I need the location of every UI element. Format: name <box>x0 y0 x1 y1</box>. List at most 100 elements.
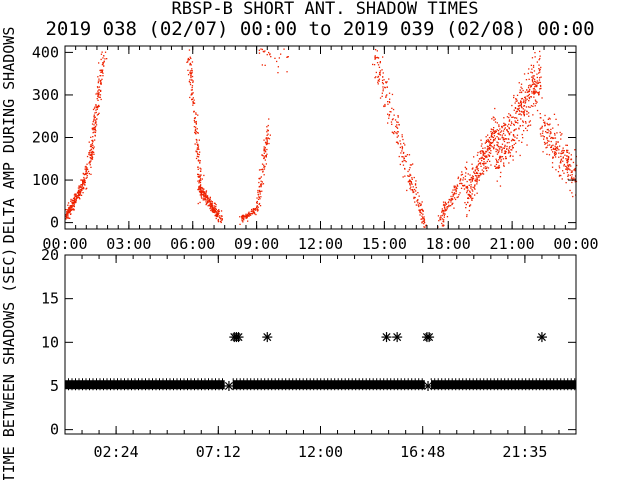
star-marker <box>392 332 403 343</box>
top-data-point <box>414 184 417 186</box>
top-data-point <box>448 204 450 206</box>
top-data-point <box>88 173 90 175</box>
top-data-point <box>566 167 568 169</box>
top-data-point <box>497 146 499 148</box>
top-data-point <box>518 107 520 109</box>
top-data-point <box>508 113 510 115</box>
top-data-point <box>562 160 564 162</box>
top-data-point <box>206 195 209 197</box>
top-data-point <box>523 100 525 103</box>
top-data-point <box>520 102 522 105</box>
top-data-point <box>558 175 561 177</box>
top-data-point <box>442 211 444 213</box>
top-data-point <box>418 205 420 208</box>
top-data-point <box>474 169 476 171</box>
top-data-point <box>523 99 525 101</box>
top-data-point <box>204 196 207 198</box>
top-data-point <box>441 214 443 217</box>
top-data-point <box>94 139 96 141</box>
top-data-point <box>530 85 532 87</box>
top-data-point <box>518 82 520 84</box>
top-data-point <box>73 200 75 202</box>
top-data-point <box>483 164 485 166</box>
top-data-point <box>65 214 67 216</box>
top-data-point <box>560 134 562 136</box>
top-data-point <box>95 111 97 114</box>
top-data-point <box>379 71 381 74</box>
top-data-point <box>408 181 410 183</box>
top-data-point <box>192 81 194 83</box>
top-y-tick-label: 0 <box>50 214 59 232</box>
top-data-point <box>549 133 551 135</box>
top-data-point <box>464 184 466 186</box>
top-data-point <box>549 144 551 146</box>
top-data-point <box>515 98 518 100</box>
top-data-point <box>260 176 262 178</box>
top-data-point <box>193 99 195 101</box>
top-data-point <box>78 192 80 194</box>
top-data-point <box>209 207 211 210</box>
top-data-point <box>379 61 381 63</box>
top-data-point <box>191 92 193 94</box>
top-data-point <box>217 210 219 212</box>
top-data-point <box>262 50 264 53</box>
top-data-point <box>199 191 201 193</box>
top-data-point <box>518 102 520 104</box>
top-data-point <box>97 80 100 82</box>
top-data-point <box>476 168 478 170</box>
top-data-point <box>437 215 440 217</box>
top-data-point <box>566 171 569 174</box>
top-data-point <box>525 99 527 102</box>
top-data-point <box>499 148 501 150</box>
top-data-point <box>500 157 502 159</box>
top-data-point <box>488 139 490 142</box>
top-x-tick-label: 15:00 <box>362 235 407 253</box>
top-data-point <box>505 138 507 140</box>
top-data-point <box>421 221 423 223</box>
top-data-point <box>531 92 533 94</box>
bottom-y-tick-label: 15 <box>41 290 59 308</box>
top-data-point <box>530 105 533 107</box>
top-data-point <box>401 148 403 150</box>
top-data-point <box>418 204 420 206</box>
top-data-point <box>402 138 404 141</box>
top-data-point <box>198 188 200 191</box>
top-data-point <box>493 139 495 141</box>
top-data-point <box>513 94 515 97</box>
top-data-point <box>499 185 502 187</box>
top-data-point <box>487 154 489 156</box>
top-data-point <box>199 189 201 191</box>
top-data-point <box>67 202 70 204</box>
top-data-point <box>91 123 94 125</box>
top-data-point <box>91 142 93 145</box>
top-data-point <box>67 217 69 219</box>
top-data-point <box>566 149 568 151</box>
top-data-point <box>476 166 478 168</box>
top-data-point <box>192 101 194 103</box>
top-data-point <box>533 87 535 90</box>
top-data-point <box>408 154 411 156</box>
top-data-point <box>485 141 487 143</box>
top-data-point <box>438 220 440 222</box>
top-data-point <box>259 178 261 180</box>
top-data-point <box>561 133 563 135</box>
top-data-point <box>472 167 474 169</box>
top-data-point <box>257 198 260 200</box>
top-data-point <box>465 207 467 209</box>
top-data-point <box>494 121 497 123</box>
top-data-point <box>447 202 449 204</box>
top-data-point <box>568 168 570 170</box>
top-data-point <box>209 205 211 208</box>
top-data-point <box>478 179 480 181</box>
top-data-point <box>422 217 424 219</box>
top-data-point <box>218 210 220 212</box>
top-data-point <box>544 122 546 125</box>
top-data-point <box>188 80 190 83</box>
top-data-point <box>475 167 477 169</box>
top-data-point <box>93 117 95 119</box>
top-data-point <box>92 150 94 153</box>
top-data-point <box>408 180 410 182</box>
top-data-point <box>473 187 475 189</box>
top-data-point <box>485 168 487 170</box>
top-data-point <box>261 163 264 165</box>
